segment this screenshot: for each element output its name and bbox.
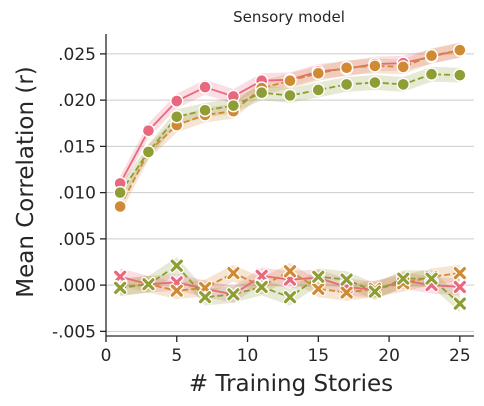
series-2-point — [368, 59, 382, 73]
series-4-point — [452, 279, 468, 295]
series-5-point — [339, 285, 354, 300]
series-3-point — [113, 185, 127, 200]
series-3-point — [368, 75, 382, 90]
y-tick-label: .015 — [58, 137, 96, 157]
chart-title: Sensory model — [233, 8, 345, 26]
series-2-point — [311, 66, 326, 81]
series-6-point — [282, 289, 298, 305]
series-6-point — [311, 269, 326, 285]
series-1-point — [198, 80, 212, 94]
series-6-point — [197, 289, 213, 305]
series-2-point — [396, 60, 410, 74]
series-2-point — [283, 73, 297, 88]
series-5-point — [452, 265, 468, 281]
x-tick-label: 25 — [449, 346, 471, 366]
series-2-point — [339, 61, 354, 75]
series-5-point — [169, 283, 185, 298]
series-3-point — [254, 86, 269, 100]
x-axis-label: # Training Stories — [189, 371, 393, 397]
series-3-point — [424, 67, 439, 81]
series-6-point — [254, 279, 269, 295]
y-tick-label: .025 — [58, 45, 96, 65]
series-6-point — [169, 258, 185, 273]
series-6-point — [339, 272, 354, 287]
series-5-point — [282, 264, 298, 279]
x-tick-label: 0 — [101, 346, 112, 366]
series-3-point — [226, 98, 241, 113]
series-6-point — [424, 271, 439, 286]
x-tick-label: 5 — [171, 346, 182, 366]
y-tick-label: .000 — [58, 276, 96, 296]
series-3-point — [283, 88, 297, 103]
series-4-point — [112, 269, 128, 285]
series-3-point — [198, 103, 212, 118]
series-6-point — [395, 271, 411, 286]
y-tick-label: .005 — [58, 230, 96, 250]
axes: -.005 .000 .005 .010 .015 .020 .025 0 5 10 15 20 25 — [52, 34, 474, 366]
series-3-point — [339, 77, 354, 92]
series-6-point — [141, 276, 156, 292]
series-6-point — [112, 280, 128, 296]
series-4-point — [254, 268, 269, 284]
series-3-point — [396, 77, 410, 92]
series-3-point — [141, 145, 156, 159]
x-tick-label: 10 — [237, 346, 259, 366]
series-1-point — [170, 94, 184, 108]
series-markers — [112, 43, 468, 311]
series-2-point — [113, 199, 127, 214]
series-5-point — [311, 281, 326, 297]
series-3-point — [311, 83, 326, 97]
series-1-point — [141, 123, 156, 138]
x-tick-label: 20 — [378, 346, 400, 366]
series-6-point — [452, 296, 468, 311]
y-tick-label: .010 — [58, 184, 96, 204]
series-5-point — [226, 265, 241, 281]
series-6-point — [367, 284, 383, 299]
x-tick-label: 15 — [307, 346, 329, 366]
y-tick-label: .020 — [58, 91, 96, 111]
series-6-point — [226, 287, 241, 302]
series-3-point — [170, 110, 184, 124]
series-2-point — [424, 49, 439, 63]
y-tick-label: -.005 — [52, 322, 96, 342]
y-axis-label: Mean Correlation (r) — [13, 66, 39, 298]
series-2-point — [453, 43, 467, 57]
series-3-point — [453, 68, 467, 82]
